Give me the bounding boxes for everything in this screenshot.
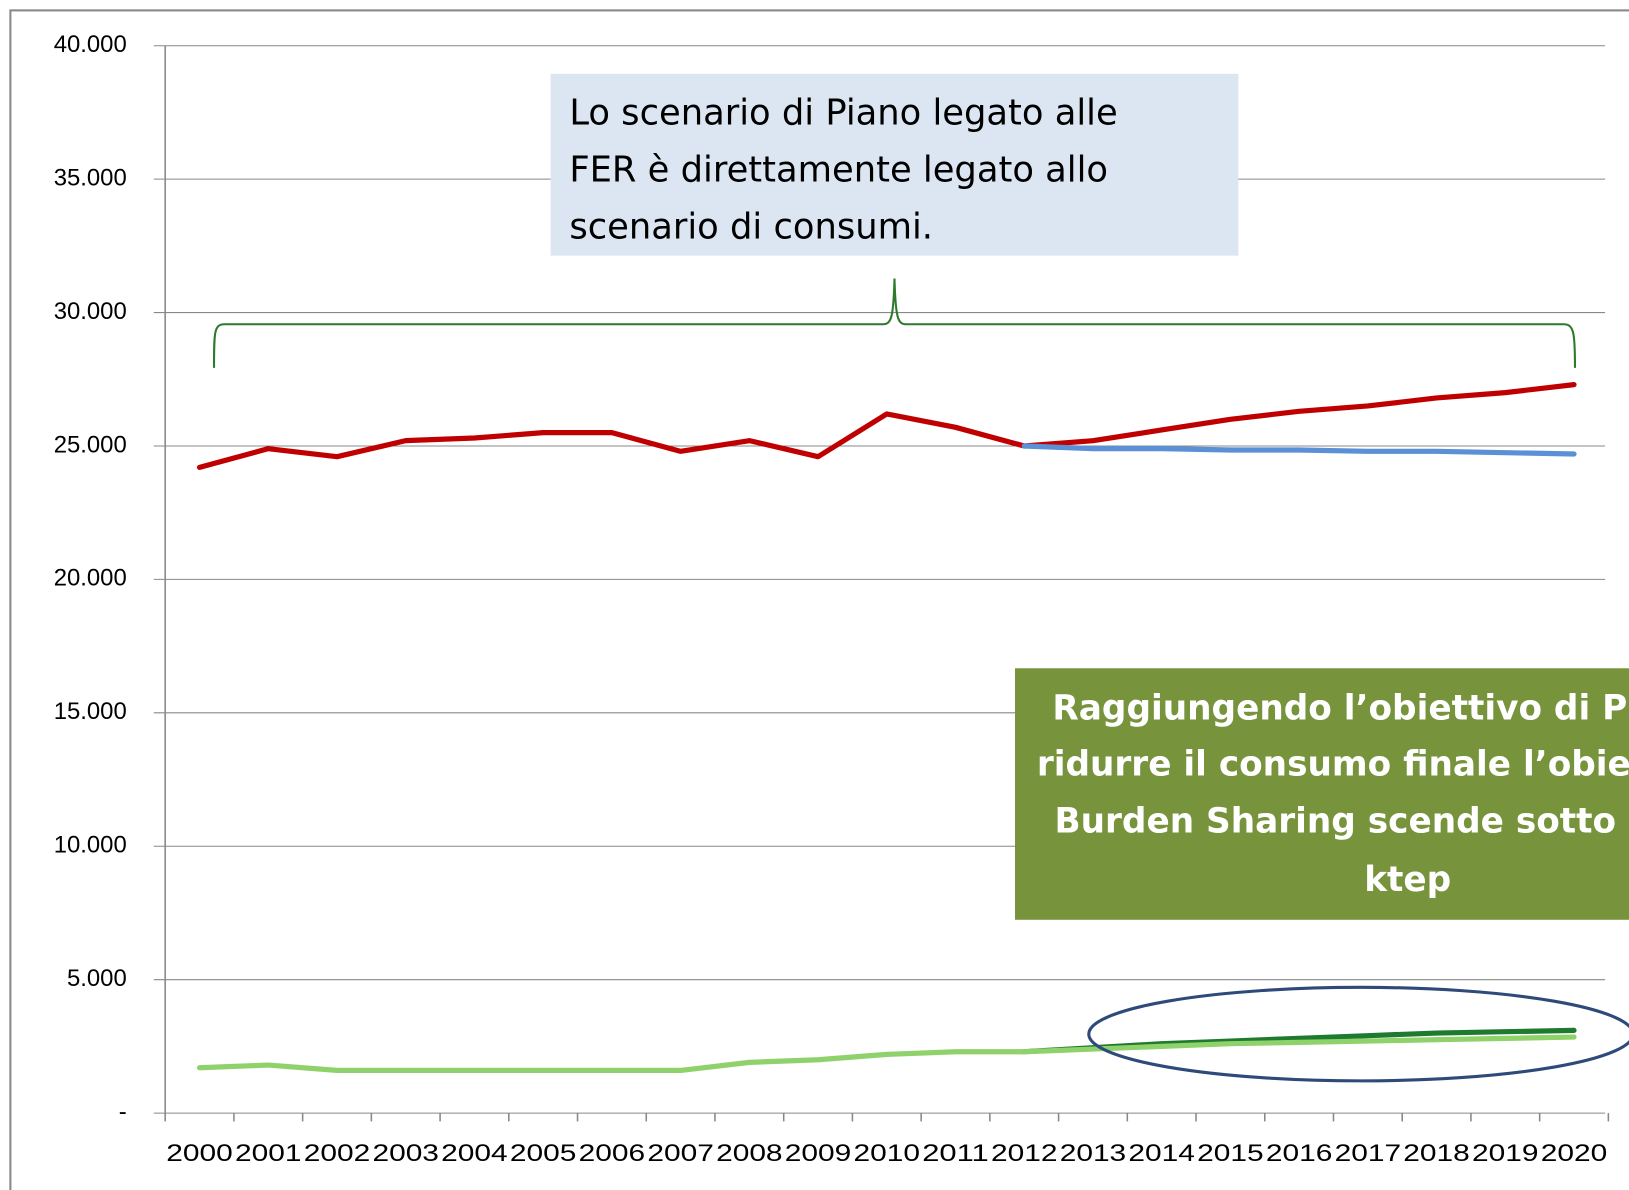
annotations: Lo scenario di Piano legato alle FER è di… [550, 73, 1629, 920]
x-tick-label: 2018 [1403, 1140, 1469, 1167]
x-tick-label: 2002 [304, 1140, 370, 1167]
series-line [1021, 443, 1577, 457]
x-tick-label: 2013 [1060, 1140, 1126, 1167]
annotation-text: Burden Sharing scende sotto [1054, 802, 1616, 842]
x-tick-label: 2000 [166, 1140, 232, 1167]
x-tick-label: 2014 [1128, 1140, 1194, 1167]
lines [196, 382, 1577, 1073]
annotation-text: ktep [1364, 860, 1451, 900]
annotation-box [1015, 668, 1629, 920]
x-tick-label: 2008 [716, 1140, 782, 1167]
x-tick-label: 2016 [1266, 1140, 1332, 1167]
annotation-text: Raggiungendo l’obiettivo di P [1052, 688, 1627, 728]
annotation-text: scenario di consumi. [569, 207, 933, 248]
series-line [196, 1034, 1577, 1073]
annotation-text: Lo scenario di Piano legato alle [569, 92, 1117, 133]
chart-frame [9, 9, 1629, 1190]
x-tick-label: 2001 [235, 1140, 301, 1167]
y-tick-label: 15.000 [54, 698, 127, 725]
y-tick-label: 10.000 [54, 832, 127, 859]
y-tick-label: 40.000 [54, 31, 127, 58]
annotation-text: FER è direttamente legato allo [569, 149, 1108, 190]
x-tick-label: 2011 [922, 1140, 988, 1167]
x-tick-label: 2019 [1472, 1140, 1538, 1167]
x-tick-label: 2006 [579, 1140, 645, 1167]
x-tick-label: 2007 [647, 1140, 713, 1167]
highlight-ellipse [1087, 985, 1629, 1083]
annotation-text: ridurre il consumo finale l’obie [1037, 744, 1629, 784]
x-tick-label: 2010 [854, 1140, 920, 1167]
annotation-box [550, 73, 1239, 256]
x-tick-label: 2004 [441, 1140, 507, 1167]
x-tick-label: 2017 [1335, 1140, 1401, 1167]
series-line [196, 382, 1577, 470]
y-tick-label: - [119, 1098, 127, 1125]
x-tick-label: 2003 [372, 1140, 438, 1167]
y-tick-label: 20.000 [54, 565, 127, 592]
x-tick-label: 2009 [785, 1140, 851, 1167]
y-tick-label: 5.000 [67, 965, 127, 992]
x-tick-label: 2012 [991, 1140, 1057, 1167]
brace [212, 278, 1577, 368]
y-tick-label: 30.000 [54, 298, 127, 325]
x-tick-label: 2005 [510, 1140, 576, 1167]
x-tick-label: 2015 [1197, 1140, 1263, 1167]
x-tick-label: 2020 [1541, 1140, 1607, 1167]
y-tick-label: 25.000 [54, 431, 127, 458]
y-tick-label: 35.000 [54, 164, 127, 191]
